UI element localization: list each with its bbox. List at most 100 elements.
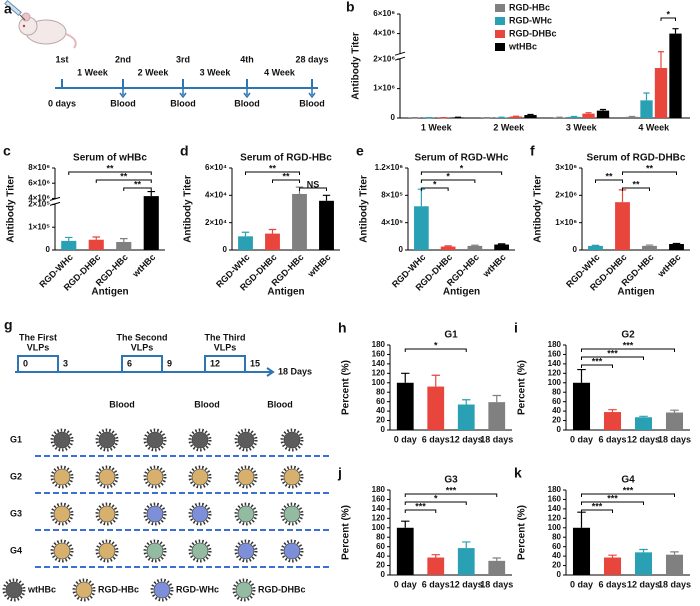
error-bar <box>92 236 101 240</box>
y-tick-label: 20 <box>552 561 561 570</box>
y-tick-label: 100 <box>372 523 386 532</box>
y-tick-label: 180 <box>372 340 386 349</box>
significance-label: ** <box>605 171 613 181</box>
error-bar <box>672 28 679 34</box>
legend-label: wtHBc <box>508 41 537 51</box>
y-axis-label: Antibody Titer <box>183 175 194 243</box>
panel-letter: i <box>514 320 518 336</box>
y-tick-label: 60 <box>552 542 561 551</box>
schedule-end: 18 Days <box>278 366 312 376</box>
particle <box>146 505 164 523</box>
y-tick-label: 0 <box>557 570 562 579</box>
x-tick-label: 12 days <box>627 579 660 589</box>
y-tick-label: 120 <box>548 368 562 377</box>
error-bar <box>591 244 600 246</box>
x-tick-label: 18 days <box>480 579 513 589</box>
bar <box>488 402 506 430</box>
x-tick-label: 12 days <box>450 434 483 444</box>
chart-title: Serum of RGD-DHBc <box>587 153 686 164</box>
y-tick-label: 0 <box>391 113 396 122</box>
axis-break <box>394 51 406 61</box>
error-bar <box>431 554 440 558</box>
interval-label: 1 Week <box>77 67 109 77</box>
panel-letter: a <box>4 1 12 17</box>
particle-spikes <box>95 428 119 452</box>
particle <box>237 505 255 523</box>
blood-arrow <box>119 88 127 99</box>
x-tick-label: 4 Week <box>638 122 670 132</box>
particle-spikes <box>280 502 304 526</box>
bar <box>488 560 506 575</box>
bar <box>440 246 456 250</box>
legend-label: RGD-DHBc <box>509 28 557 38</box>
x-tick-label: 6 days <box>598 434 626 444</box>
x-tick-label: 3 Week <box>566 122 598 132</box>
panel-letter: f <box>530 143 535 159</box>
significance-label: *** <box>607 493 618 503</box>
y-tick-label: 1×10⁵ <box>28 222 50 231</box>
injection-bracket <box>204 355 246 372</box>
chart-title: G1 <box>444 330 458 341</box>
x-tick-label: wtHBc <box>480 252 508 280</box>
legend-swatch <box>495 30 505 38</box>
x-axis-label: Antigen <box>91 287 128 298</box>
particle-spikes <box>234 428 258 452</box>
bar <box>582 113 595 118</box>
significance-bracket <box>622 171 677 175</box>
error-bar <box>462 541 471 549</box>
error-bar <box>119 238 128 243</box>
particle-spikes <box>143 502 167 526</box>
x-tick-label: 18 days <box>658 579 691 589</box>
significance-label: ** <box>120 171 128 181</box>
error-bar <box>147 190 156 197</box>
error-bar <box>585 112 592 114</box>
y-axis-label: Percent (%) <box>517 505 528 560</box>
y-tick-label: 140 <box>372 359 386 368</box>
error-bar <box>608 409 617 413</box>
particle <box>237 431 255 449</box>
particle <box>283 542 301 560</box>
injection-label: VLPs <box>27 342 50 352</box>
significance-bracket <box>404 493 498 497</box>
particle <box>237 468 255 486</box>
y-tick-label: 0 <box>557 425 562 434</box>
significance-label: ** <box>646 163 654 173</box>
y-tick-label: 4×10⁶ <box>373 29 395 38</box>
error-bar <box>64 236 73 241</box>
legend-label: RGD-DHBc <box>258 584 306 594</box>
interval-label: 3 Week <box>200 67 232 77</box>
y-tick-label: 80 <box>552 532 561 541</box>
particle <box>283 431 301 449</box>
particle <box>191 542 209 560</box>
significance-bracket <box>660 17 676 21</box>
significance-bracket <box>245 171 300 175</box>
y-tick-label: 120 <box>372 368 386 377</box>
time-label: Blood <box>299 98 325 108</box>
error-bar <box>417 188 426 207</box>
significance-bracket <box>404 509 437 513</box>
significance-label: ** <box>632 179 640 189</box>
y-axis-label: Percent (%) <box>517 360 528 415</box>
y-tick-label: 1×10⁶ <box>373 84 395 93</box>
bar <box>634 552 653 575</box>
group-label: G3 <box>10 508 22 518</box>
significance-bracket <box>123 187 152 191</box>
bar <box>572 527 591 575</box>
bar <box>509 116 523 118</box>
injection-label: The Second <box>116 332 167 342</box>
blood-label: Blood <box>194 399 220 409</box>
error-bar <box>639 548 648 553</box>
y-tick-label: 0 <box>46 245 51 254</box>
significance-bracket <box>581 509 613 513</box>
schedule-axis <box>15 367 275 377</box>
particle-spikes <box>280 465 304 489</box>
x-tick-label: wtHBc <box>305 252 333 280</box>
x-axis-label: Antigen <box>267 287 304 298</box>
axis-break-gap <box>395 54 405 59</box>
particle-spikes <box>234 502 258 526</box>
y-tick-label: 6×10⁶ <box>373 9 395 18</box>
particle-spikes <box>234 465 258 489</box>
particle-spikes <box>50 465 74 489</box>
error-bar <box>492 557 501 561</box>
significance-bracket <box>404 501 467 505</box>
